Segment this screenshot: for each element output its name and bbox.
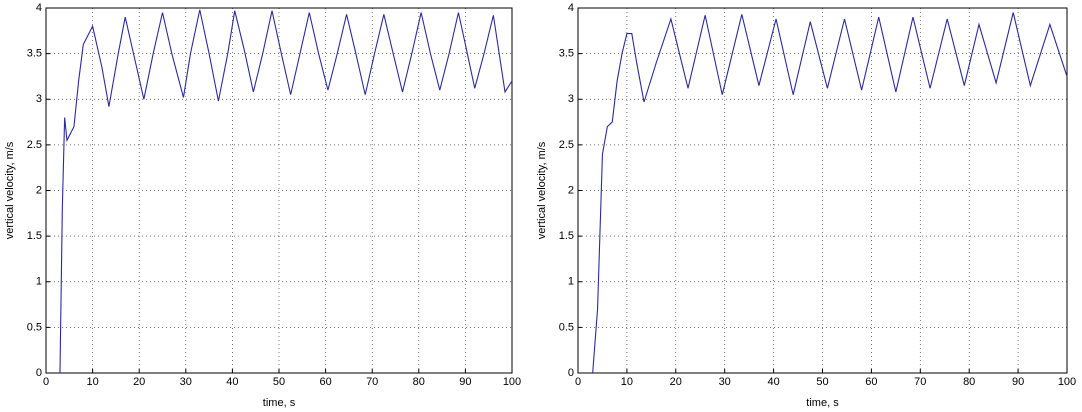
x-tick-label: 60 [319,376,331,388]
y-tick-label: 3 [36,93,42,105]
x-tick-label: 40 [226,376,238,388]
data-line [592,12,1068,374]
axes-frame [577,7,1068,374]
x-tick-label: 100 [1058,376,1076,388]
x-tick-label: 30 [719,376,731,388]
x-tick-label: 10 [86,376,98,388]
x-tick-label: 80 [963,376,975,388]
data-line [59,9,513,374]
x-tick-label: 10 [621,376,633,388]
y-tick-label: 2.5 [559,139,574,151]
x-tick-label: 70 [366,376,378,388]
y-tick-label: 2.5 [27,139,42,151]
y-tick-label: 4 [36,2,42,14]
x-axis-label: time, s [263,397,296,409]
y-tick-label: 0 [36,367,42,379]
y-axis-label: vertical velocity, m/s [536,141,548,239]
x-tick-label: 20 [670,376,682,388]
x-tick-label: 100 [503,376,521,388]
x-axis-label: time, s [806,397,839,409]
x-tick-label: 50 [273,376,285,388]
axes-frame [45,7,513,374]
y-tick-label: 3 [568,93,574,105]
x-tick-label: 70 [914,376,926,388]
y-tick-label: 1 [36,276,42,288]
y-tick-label: 0.5 [559,321,574,333]
chart: 0 10 20 30 40 50 60 70 80 90 100 0 0.5 1 1.5 2 2.5 3 3.5 4 t… [4,2,521,409]
y-tick-label: 2 [36,184,42,196]
y-tick-label: 4 [568,2,574,14]
x-tick-label: 40 [767,376,779,388]
x-tick-label: 20 [133,376,145,388]
x-tick-label: 90 [1012,376,1024,388]
x-tick-label: 80 [413,376,425,388]
x-tick-label: 0 [43,376,49,388]
x-tick-label: 30 [180,376,192,388]
y-tick-label: 0 [568,367,574,379]
x-tick-label: 0 [575,376,581,388]
y-tick-label: 2 [568,184,574,196]
y-tick-label: 0.5 [27,321,42,333]
x-tick-label: 60 [865,376,877,388]
y-axis-label: vertical velocity, m/s [4,141,16,239]
y-tick-label: 3.5 [559,48,574,60]
y-tick-label: 3.5 [27,48,42,60]
x-tick-label: 50 [816,376,828,388]
y-tick-label: 1 [568,276,574,288]
y-tick-label: 1.5 [27,230,42,242]
y-tick-label: 1.5 [559,230,574,242]
chart: 0 10 20 30 40 50 60 70 80 90 100 0 0.5 1 1.5 2 2.5 3 3.5 4 t… [536,2,1076,409]
x-tick-label: 90 [459,376,471,388]
